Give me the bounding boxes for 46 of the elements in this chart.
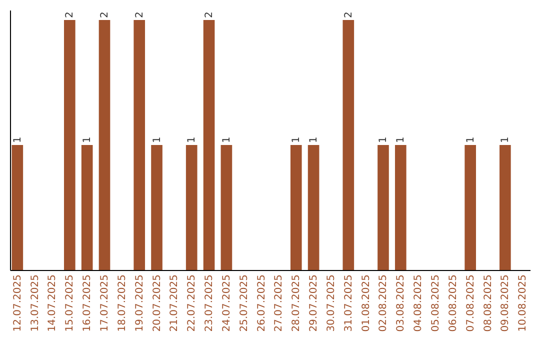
x-tick-label: 15.07.2025 <box>64 274 76 332</box>
data-label: 1 <box>465 136 476 143</box>
x-tick-label: 31.07.2025 <box>343 274 354 332</box>
x-tick-label: 19.07.2025 <box>134 274 146 332</box>
data-label: 1 <box>396 136 407 143</box>
x-tick-label: 12.07.2025 <box>12 274 24 332</box>
x-tick-label: 14.07.2025 <box>47 274 58 332</box>
data-label: 1 <box>500 136 512 143</box>
data-label: 1 <box>152 136 163 143</box>
x-tick-label: 10.08.2025 <box>518 274 529 332</box>
x-tick-label: 22.07.2025 <box>186 274 198 332</box>
x-tick-label: 01.08.2025 <box>360 274 372 332</box>
x-tick-label: 04.08.2025 <box>413 274 424 332</box>
x-tick-label: 23.07.2025 <box>204 274 216 332</box>
x-tick-label: 13.07.2025 <box>30 274 41 332</box>
x-tick-label: 25.07.2025 <box>238 274 250 332</box>
x-tick-label: 08.08.2025 <box>482 274 494 332</box>
data-label: 1 <box>82 136 94 143</box>
data-label: 1 <box>12 136 24 143</box>
x-tick-label: 17.07.2025 <box>100 274 111 332</box>
data-label: 2 <box>64 12 76 18</box>
x-tick-label: 27.07.2025 <box>274 274 285 332</box>
data-label: 1 <box>308 136 320 143</box>
x-tick-label: 03.08.2025 <box>396 274 407 332</box>
x-tick-label: 02.08.2025 <box>378 274 390 332</box>
data-label: 2 <box>100 12 111 18</box>
x-tick-label: 18.07.2025 <box>116 274 128 332</box>
data-label: 1 <box>378 136 390 143</box>
data-label: 2 <box>134 12 146 18</box>
data-label: 1 <box>291 136 302 143</box>
x-tick-label: 24.07.2025 <box>221 274 232 332</box>
x-tick-label: 26.07.2025 <box>256 274 268 332</box>
x-tick-label: 21.07.2025 <box>169 274 180 332</box>
data-label: 2 <box>204 12 216 18</box>
x-tick-label: 09.08.2025 <box>500 274 512 332</box>
data-label: 1 <box>221 136 232 143</box>
data-label: 1 <box>186 136 198 143</box>
x-tick-label: 20.07.2025 <box>152 274 163 332</box>
x-tick-label: 05.08.2025 <box>430 274 442 332</box>
x-tick-label: 28.07.2025 <box>291 274 302 332</box>
data-label: 2 <box>343 12 354 18</box>
x-tick-label: 30.07.2025 <box>326 274 337 332</box>
x-tick-label: 16.07.2025 <box>82 274 94 332</box>
x-tick-label: 07.08.2025 <box>465 274 476 332</box>
x-tick-label: 06.08.2025 <box>448 274 459 332</box>
x-tick-label: 29.07.2025 <box>308 274 320 332</box>
